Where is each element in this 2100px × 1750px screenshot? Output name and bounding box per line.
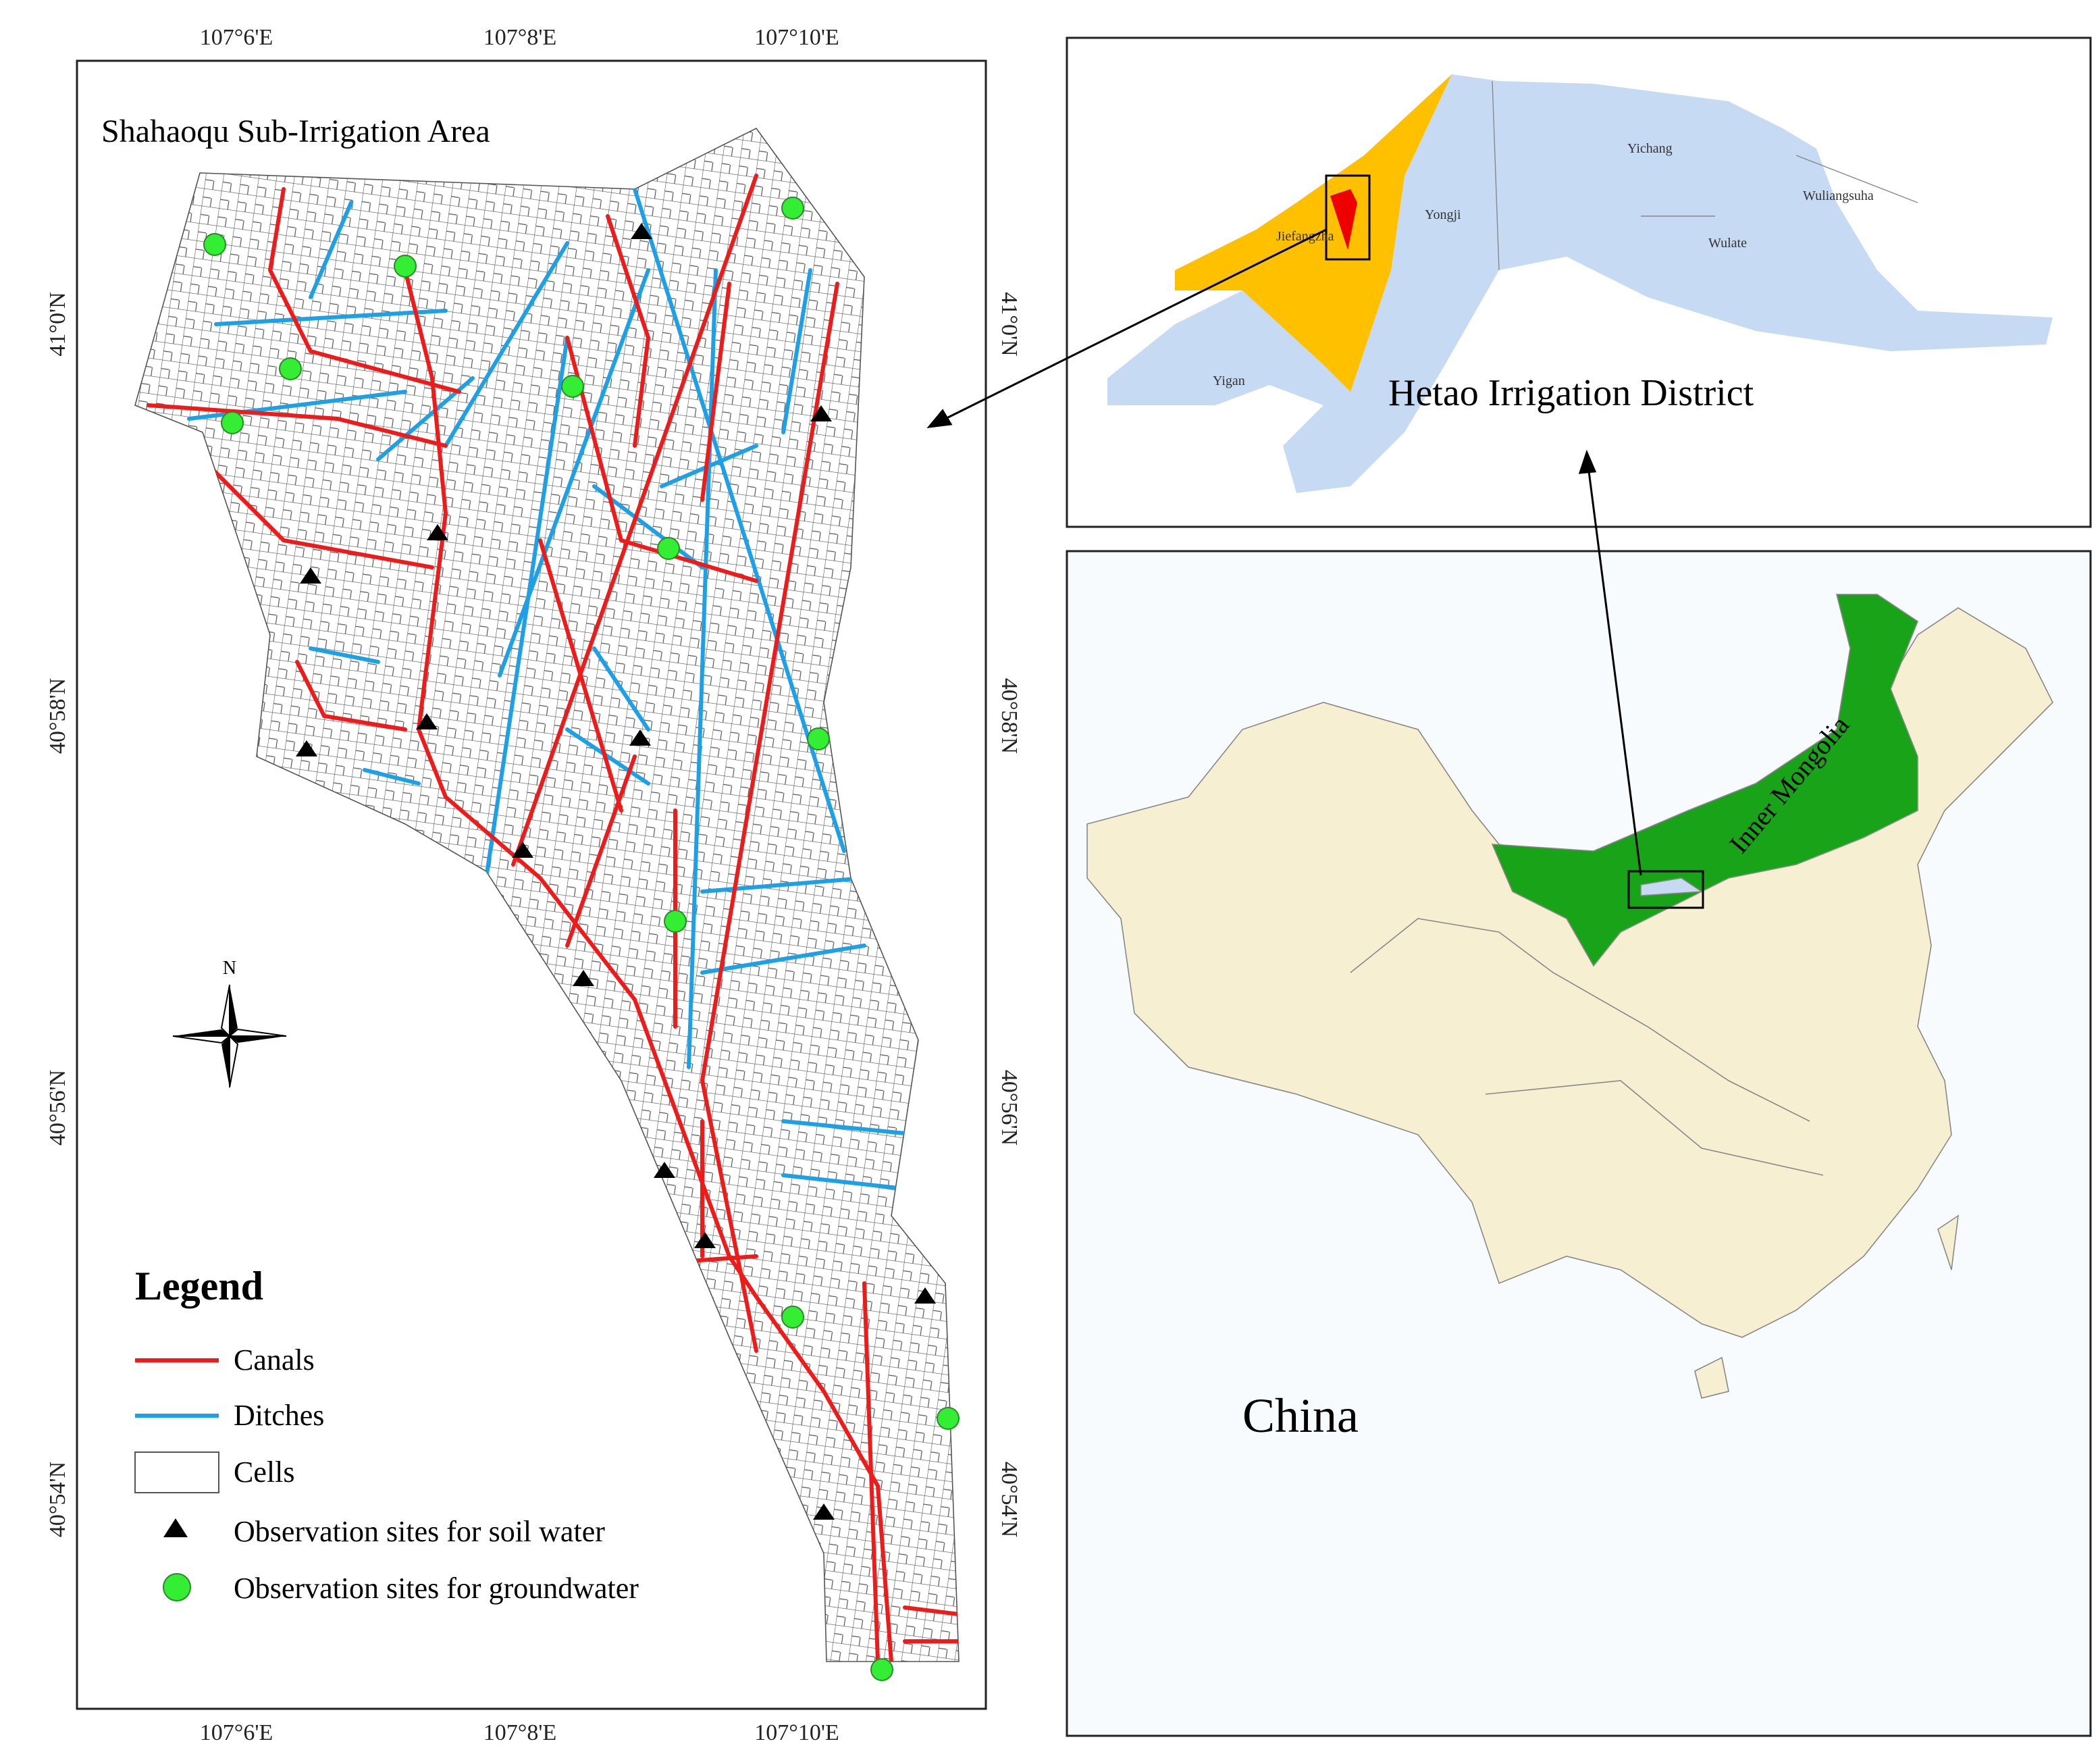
legend-title: Legend	[135, 1264, 263, 1308]
legend-item: Canals	[234, 1343, 315, 1376]
soil-water-sites	[296, 223, 936, 1520]
arrows	[926, 228, 1642, 876]
country-label: China	[1242, 1389, 1359, 1443]
district-label: Yongji	[1425, 207, 1461, 222]
lat-label: 41°0'N	[45, 292, 70, 356]
district-label: Wuliangsuha	[1803, 188, 1874, 203]
district-label: Yichang	[1627, 141, 1673, 156]
lon-label: 107°6'E	[200, 1720, 273, 1745]
lat-label: 40°58'N	[997, 678, 1022, 754]
groundwater-sites	[203, 197, 960, 1681]
north-arrow: N	[172, 958, 287, 1088]
china-map	[1086, 594, 2053, 1399]
lon-label: 107°10'E	[754, 1720, 839, 1745]
irrigation-area	[134, 127, 960, 1662]
lat-label: 40°56'N	[45, 1070, 70, 1146]
legend-item: Ditches	[234, 1399, 324, 1432]
district-label: Yigan	[1213, 374, 1245, 388]
inset-box	[1627, 870, 1704, 909]
north-label: N	[223, 958, 236, 979]
lon-label: 107°6'E	[200, 25, 273, 50]
lat-label: 40°56'N	[997, 1070, 1022, 1146]
lat-label: 40°58'N	[45, 678, 70, 754]
legend-item: Cells	[234, 1456, 294, 1489]
lat-label: 41°0'N	[997, 292, 1022, 356]
district-label: Jiefangzha	[1276, 229, 1334, 244]
legend: Legend Canals Ditches Cells Observation sit…	[134, 1264, 639, 1605]
legend-item: Observation sites for groundwater	[234, 1572, 639, 1605]
map-title: Shahaoqu Sub-Irrigation Area	[101, 113, 490, 149]
lon-label: 107°8'E	[483, 25, 557, 50]
district-label: Wulate	[1708, 236, 1747, 251]
legend-item: Observation sites for soil water	[234, 1515, 605, 1548]
lat-label: 40°54'N	[45, 1462, 70, 1537]
canals	[147, 174, 959, 1662]
lon-label: 107°8'E	[483, 1720, 557, 1745]
lon-label: 107°10'E	[754, 25, 839, 50]
lat-label: 40°54'N	[997, 1462, 1022, 1537]
hetao-title: Hetao Irrigation District	[1388, 372, 1754, 414]
coordinate-labels: 107°6'E 107°6'E 107°8'E 107°8'E 107°10'E 107°…	[45, 25, 1022, 1745]
